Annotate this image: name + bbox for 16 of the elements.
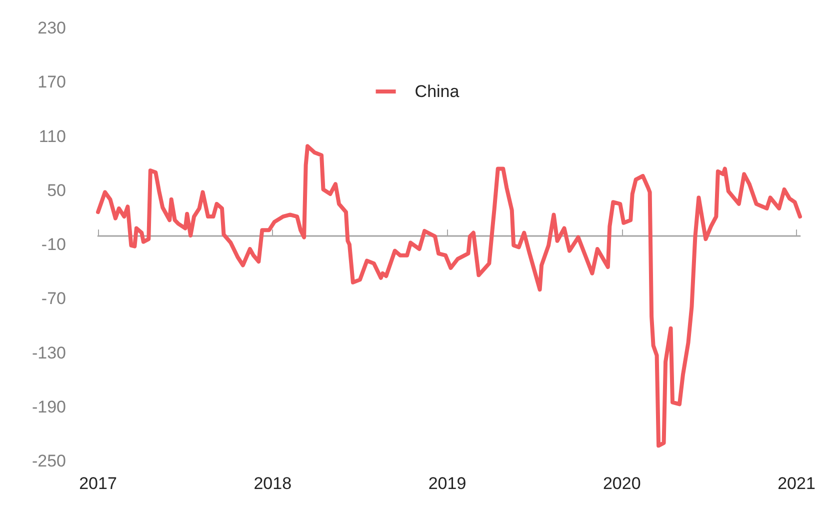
x-tick-label: 2017: [79, 474, 117, 493]
y-tick-label: -10: [41, 235, 66, 254]
y-tick-label: 110: [38, 126, 66, 146]
y-tick-label: 230: [38, 18, 66, 38]
x-tick-label: 2019: [428, 474, 466, 493]
legend-label: China: [414, 82, 460, 101]
x-tick-label: 2021: [778, 474, 816, 493]
line-series: [96, 144, 802, 448]
y-tick-label: -250: [32, 452, 66, 470]
y-tick-label: -130: [32, 343, 66, 362]
y-tick-label: -190: [32, 397, 66, 416]
y-tick-label: 170: [38, 72, 66, 92]
x-tick-label: 2020: [602, 474, 641, 493]
x-tick-label: 2018: [254, 474, 292, 493]
y-tick-label: 50: [47, 180, 66, 200]
y-tick-label: -70: [41, 289, 66, 308]
